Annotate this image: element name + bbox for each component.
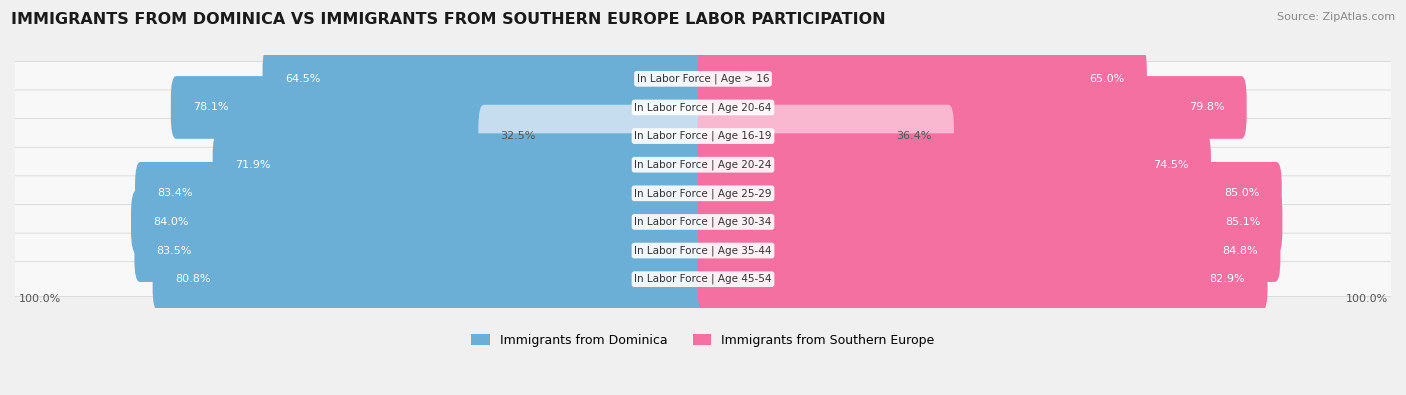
Text: 74.5%: 74.5% [1153, 160, 1188, 170]
FancyBboxPatch shape [697, 219, 1281, 282]
Text: 64.5%: 64.5% [285, 74, 321, 84]
Text: 78.1%: 78.1% [193, 102, 229, 113]
FancyBboxPatch shape [170, 76, 709, 139]
Text: 80.8%: 80.8% [174, 274, 211, 284]
Text: In Labor Force | Age 20-24: In Labor Force | Age 20-24 [634, 160, 772, 170]
FancyBboxPatch shape [135, 219, 709, 282]
Text: 84.0%: 84.0% [153, 217, 188, 227]
Text: In Labor Force | Age 45-54: In Labor Force | Age 45-54 [634, 274, 772, 284]
Text: In Labor Force | Age 25-29: In Labor Force | Age 25-29 [634, 188, 772, 199]
FancyBboxPatch shape [697, 105, 953, 167]
FancyBboxPatch shape [14, 176, 1392, 211]
FancyBboxPatch shape [131, 191, 709, 253]
FancyBboxPatch shape [263, 47, 709, 110]
Text: 79.8%: 79.8% [1188, 102, 1225, 113]
FancyBboxPatch shape [697, 248, 1268, 310]
Text: 36.4%: 36.4% [896, 131, 932, 141]
FancyBboxPatch shape [135, 162, 709, 225]
Text: 32.5%: 32.5% [501, 131, 536, 141]
Text: 84.8%: 84.8% [1222, 246, 1258, 256]
Legend: Immigrants from Dominica, Immigrants from Southern Europe: Immigrants from Dominica, Immigrants fro… [471, 334, 935, 347]
Text: In Labor Force | Age 16-19: In Labor Force | Age 16-19 [634, 131, 772, 141]
FancyBboxPatch shape [14, 233, 1392, 268]
FancyBboxPatch shape [212, 134, 709, 196]
FancyBboxPatch shape [697, 162, 1282, 225]
Text: 85.0%: 85.0% [1225, 188, 1260, 198]
FancyBboxPatch shape [697, 191, 1282, 253]
Text: 71.9%: 71.9% [235, 160, 270, 170]
FancyBboxPatch shape [14, 118, 1392, 154]
Text: 83.4%: 83.4% [157, 188, 193, 198]
FancyBboxPatch shape [14, 90, 1392, 125]
Text: 83.5%: 83.5% [156, 246, 193, 256]
Text: In Labor Force | Age > 16: In Labor Force | Age > 16 [637, 73, 769, 84]
Text: In Labor Force | Age 20-64: In Labor Force | Age 20-64 [634, 102, 772, 113]
Text: 100.0%: 100.0% [18, 294, 60, 305]
FancyBboxPatch shape [14, 262, 1392, 297]
FancyBboxPatch shape [14, 61, 1392, 96]
Text: 85.1%: 85.1% [1225, 217, 1260, 227]
FancyBboxPatch shape [153, 248, 709, 310]
FancyBboxPatch shape [14, 147, 1392, 182]
Text: In Labor Force | Age 35-44: In Labor Force | Age 35-44 [634, 245, 772, 256]
FancyBboxPatch shape [697, 134, 1211, 196]
Text: 65.0%: 65.0% [1090, 74, 1125, 84]
Text: IMMIGRANTS FROM DOMINICA VS IMMIGRANTS FROM SOUTHERN EUROPE LABOR PARTICIPATION: IMMIGRANTS FROM DOMINICA VS IMMIGRANTS F… [11, 12, 886, 27]
Text: 82.9%: 82.9% [1209, 274, 1246, 284]
Text: 100.0%: 100.0% [1346, 294, 1388, 305]
Text: In Labor Force | Age 30-34: In Labor Force | Age 30-34 [634, 217, 772, 227]
FancyBboxPatch shape [697, 47, 1147, 110]
FancyBboxPatch shape [697, 76, 1247, 139]
Text: Source: ZipAtlas.com: Source: ZipAtlas.com [1277, 12, 1395, 22]
FancyBboxPatch shape [478, 105, 709, 167]
FancyBboxPatch shape [14, 205, 1392, 239]
